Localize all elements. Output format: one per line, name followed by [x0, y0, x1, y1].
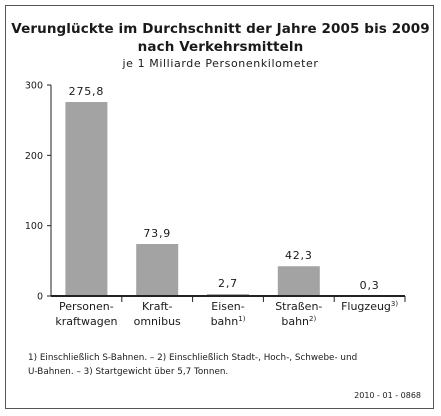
bar-value-label: 73,9: [143, 227, 171, 240]
footnote-line2: U-Bahnen. – 3) Startgewicht über 5,7 Ton…: [28, 367, 229, 377]
x-category-label: kraftwagen: [55, 315, 117, 328]
chart-title-line2: nach Verkehrsmitteln: [137, 39, 304, 55]
bar-value-label: 275,8: [69, 85, 105, 98]
y-tick-label: 0: [37, 292, 43, 303]
chart-subtitle: je 1 Milliarde Personenkilometer: [122, 57, 319, 70]
bar: [65, 102, 108, 297]
x-category-label: Kraft-: [142, 300, 172, 313]
chart-title-line1: Verunglückte im Durchschnitt der Jahre 2…: [11, 21, 430, 37]
x-category-label: bahn2): [281, 315, 316, 328]
x-category-label: bahn1): [211, 315, 246, 328]
bar-value-label: 0,3: [360, 279, 380, 292]
bar: [136, 244, 179, 296]
x-category-label: Straßen-: [275, 300, 322, 313]
y-tick-label: 100: [25, 221, 43, 232]
y-tick-label: 200: [25, 151, 43, 162]
x-category-label: Personen-: [59, 300, 114, 313]
chart-code: 2010 - 01 - 0868: [354, 391, 421, 400]
bar-value-label: 2,7: [218, 277, 238, 290]
x-category-label: Eisen-: [211, 300, 244, 313]
x-category-label: omnibus: [134, 315, 181, 328]
y-tick-label: 300: [25, 81, 43, 92]
bar-value-label: 42,3: [285, 249, 313, 262]
x-category-label: Flugzeug3): [341, 300, 398, 313]
footnote-line1: 1) Einschließlich S-Bahnen. – 2) Einschl…: [28, 353, 358, 363]
bar: [277, 266, 320, 296]
